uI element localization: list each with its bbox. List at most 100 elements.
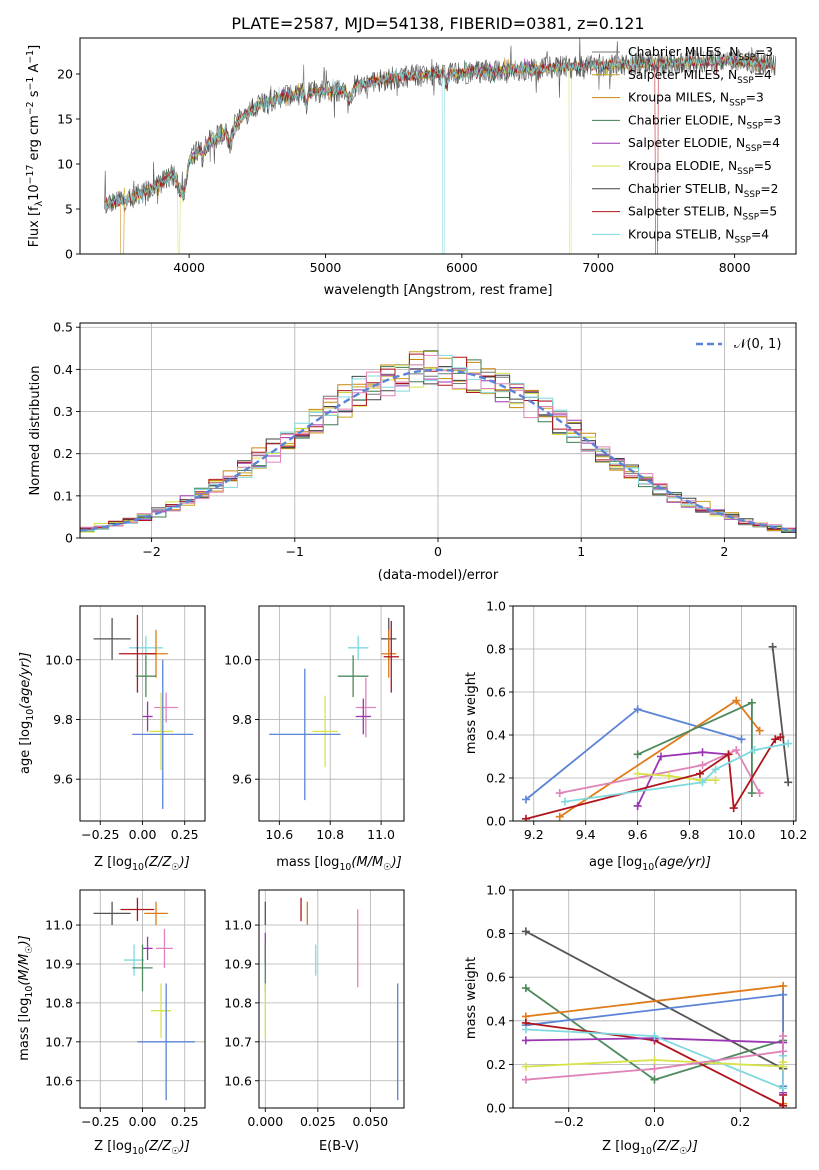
x-tick-label: 7000 xyxy=(582,260,614,275)
label-part: )] xyxy=(391,855,402,870)
label-part: −2 xyxy=(25,101,36,115)
weight-marker xyxy=(521,1062,530,1071)
label-part: −1 xyxy=(25,50,36,64)
age-vs-mass-panel: 10.6 10.8 11.0 9.6 9.8 10.0 mass [log10(M/M☉)] xyxy=(224,605,405,873)
weight-line xyxy=(525,1022,784,1108)
x-tick-label: −0.2 xyxy=(554,1114,584,1129)
weight-line xyxy=(525,1036,784,1081)
weight-marker xyxy=(633,705,642,714)
weight-marker xyxy=(779,981,788,990)
x-tick-label: 0.050 xyxy=(352,1114,388,1129)
weight-marker xyxy=(695,769,704,778)
x-axis-label: mass [log10(M/M☉)] xyxy=(276,855,402,873)
x-tick-label: 0.2 xyxy=(730,1114,750,1129)
weight-line xyxy=(771,646,790,783)
weight-line xyxy=(636,751,729,807)
weight-marker xyxy=(747,698,756,707)
label-part: ] xyxy=(27,45,42,50)
y-axis-label: age [log10(age/yr)] xyxy=(18,652,36,774)
label-part: SSP xyxy=(745,144,762,154)
x-axis-label: Z [log10(Z/Z☉)] xyxy=(94,855,190,873)
label-part: 10 xyxy=(27,184,42,201)
label-part: λ xyxy=(34,200,45,206)
plot-area xyxy=(93,897,195,1101)
label-part: Chabrier MILES, N xyxy=(628,45,738,59)
weight-marker xyxy=(737,735,746,744)
weight-marker xyxy=(521,795,530,804)
x-tick-label: −1 xyxy=(286,544,304,559)
plot-area xyxy=(264,897,399,1101)
weight-marker xyxy=(555,789,564,798)
x-tick-label: −0.25 xyxy=(81,1114,119,1129)
spectrum-panel: 4000 5000 6000 7000 8000 0 5 10 15 20 wavelength [… xyxy=(25,37,797,298)
label-part: (Z/Z xyxy=(652,1139,680,1154)
label-part: =4 xyxy=(762,136,780,150)
plot-area xyxy=(80,350,796,533)
weight-marker xyxy=(560,797,569,806)
age-vs-Z-panel: −0.25 0.00 0.259.69.810.0Z [log10(Z/Z☉)]ag… xyxy=(18,605,206,873)
y-tick-label: 1.0 xyxy=(486,883,506,898)
y-tick-label: 0.8 xyxy=(486,642,506,657)
label-part: ☉ xyxy=(24,945,35,953)
legend-label: Salpeter ELODIE, NSSP=4 xyxy=(628,136,780,154)
x-axis-label: age [log10(age/yr)] xyxy=(589,855,711,873)
plot-area xyxy=(269,617,399,801)
weight-marker xyxy=(784,739,793,748)
weight-marker xyxy=(779,1101,788,1108)
y-axis-label: Normed distribution xyxy=(28,366,43,496)
x-tick-label: 5000 xyxy=(310,260,342,275)
axes-frame xyxy=(79,37,797,255)
label-part: SSP xyxy=(744,190,761,200)
weight-marker xyxy=(779,1058,788,1067)
label-part: Kroupa STELIB, N xyxy=(628,227,734,241)
weight-marker xyxy=(650,1064,659,1073)
label-part: =2 xyxy=(760,182,778,196)
y-tick-label: 0.2 xyxy=(486,1057,506,1072)
label-part: Z [log xyxy=(602,1139,640,1154)
x-tick-label: 9.2 xyxy=(524,827,544,842)
y-axis-label: mass weight xyxy=(464,672,479,754)
label-part: Z [log xyxy=(94,855,132,870)
label-part: 10 xyxy=(640,1146,652,1157)
frame: 9.2 9.4 9.6 9.8 10.0 10.2 0.0 0.2 0.4 0.6 0.8 1.0 ag… xyxy=(464,599,807,874)
x-tick-label: 9.8 xyxy=(680,827,700,842)
weight-marker xyxy=(698,761,707,770)
y-tick-label: 10.0 xyxy=(224,652,252,667)
y-tick-label: 0.4 xyxy=(486,1013,506,1028)
label-part: Salpeter ELODIE, N xyxy=(628,136,745,150)
y-tick-label: 0.3 xyxy=(53,404,73,419)
legend-label: Chabrier MILES, NSSP=3 xyxy=(628,45,773,63)
label-part: erg cm xyxy=(27,115,42,164)
grid xyxy=(259,606,404,821)
mass-vs-EBV-panel: 0.000 0.025 0.050 10.6 10.7 10.8 10.9 11.0 E(B-V… xyxy=(224,889,405,1154)
weight-marker xyxy=(768,642,777,651)
label-part: (age/yr)] xyxy=(654,855,711,870)
y-tick-label: 0 xyxy=(65,247,73,262)
y-tick-label: 9.8 xyxy=(53,712,73,727)
label-part: )] xyxy=(17,935,32,946)
legend-label: Salpeter MILES, NSSP=4 xyxy=(628,68,772,86)
label-part: (M/M xyxy=(351,855,383,870)
weight-marker xyxy=(521,927,530,936)
y-tick-label: 0.4 xyxy=(53,362,73,377)
frame: 10.6 10.8 11.0 9.6 9.8 10.0 mass [log10(M/M☉)] xyxy=(224,605,405,873)
label-part: 10 xyxy=(25,709,36,721)
x-axis-label: wavelength [Angstrom, rest frame] xyxy=(324,283,553,298)
y-tick-label: 0.6 xyxy=(486,970,506,985)
label-part: SSP xyxy=(738,53,755,63)
weight-line xyxy=(525,1028,784,1090)
label-part: 10 xyxy=(24,986,35,998)
plot-area xyxy=(521,642,793,821)
x-tick-label: 0.000 xyxy=(247,1114,283,1129)
weight-marker xyxy=(771,735,780,744)
y-tick-label: 11.0 xyxy=(224,918,252,933)
x-axis-label: (data-model)/error xyxy=(378,568,499,583)
label-part: SSP xyxy=(746,121,763,131)
label-part: )] xyxy=(179,855,190,870)
label-part: s xyxy=(27,90,42,101)
x-axis-label: E(B-V) xyxy=(319,1139,359,1154)
label-part: =3 xyxy=(755,45,773,59)
axes-frame xyxy=(258,889,405,1109)
weight-marker xyxy=(555,812,564,821)
